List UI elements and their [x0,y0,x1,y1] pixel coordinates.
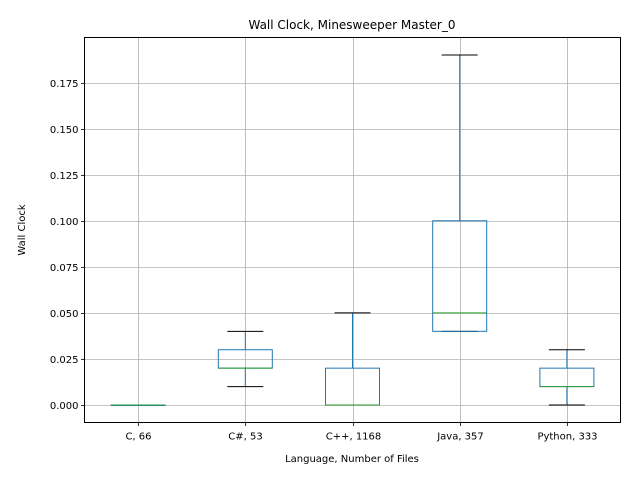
x-tick-label: Java, 357 [436,432,484,443]
y-tick-label: 0.175 [50,79,79,90]
y-tick-label: 0.050 [50,309,79,320]
y-tick-label: 0.000 [50,401,79,412]
grid-lines [84,37,621,423]
box-group [217,330,273,388]
x-tick-label: Python, 333 [537,432,597,443]
box-group [325,312,380,406]
iqr-box [432,220,488,332]
chart-title: Wall Clock, Minesweeper Master_0 [248,18,455,32]
x-tick-label: C, 66 [125,432,151,443]
iqr-box [539,367,595,388]
tick-layer: 0.000 0.025 0.050 0.075 0.100 0.125 0.150 0.175… [50,79,598,443]
box-group [539,349,595,406]
box-layer [110,54,595,406]
y-tick-label: 0.075 [50,263,79,274]
x-axis-label: Language, Number of Files [285,454,419,465]
x-tick-label: C#, 53 [228,432,262,443]
y-tick-label: 0.100 [50,217,79,228]
y-tick-label: 0.150 [50,125,79,136]
y-axis-label: Wall Clock [17,204,28,255]
box-group [110,404,166,406]
iqr-box [325,367,380,406]
y-tick-label: 0.125 [50,171,79,182]
x-tick-label: C++, 1168 [326,432,382,443]
box-group [432,54,488,332]
plot-frame [84,37,621,423]
y-tick-label: 0.025 [50,355,79,366]
